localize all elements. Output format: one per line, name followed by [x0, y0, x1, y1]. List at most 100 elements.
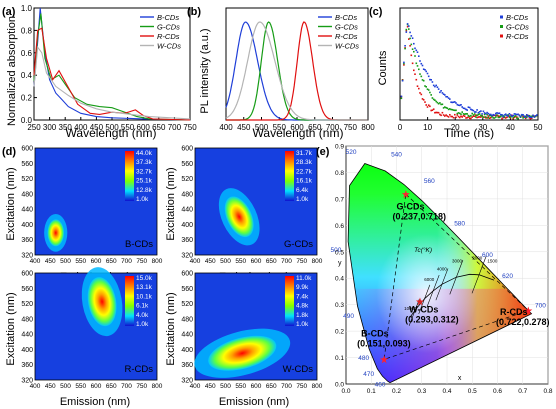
- panel-c-point: [532, 114, 534, 117]
- panel-d-r-cds-ytick-label: 440: [21, 332, 33, 339]
- panel-e-wavelength-label: 540: [391, 152, 402, 159]
- panel-b-legend-label: G-CDs: [335, 23, 358, 32]
- panel-d-b-cds-xtick-label: 500: [60, 258, 71, 265]
- panel-e-isotherm: [408, 299, 420, 326]
- panel-c-point: [416, 51, 419, 53]
- panel-c-point: [415, 62, 418, 65]
- panel-d-b-cds-colorbar-label: 37.3k: [136, 159, 153, 166]
- panel-c-legend-swatch: [500, 25, 503, 28]
- panel-c-point: [498, 116, 501, 119]
- panel-c-point: [467, 114, 470, 117]
- panel-c-point: [481, 115, 483, 117]
- panel-e-xtick-label: 0.5: [468, 388, 477, 395]
- panel-c-point: [419, 60, 421, 62]
- panel-c-point: [403, 61, 405, 64]
- panel-d-r-cds-xtick-label: 650: [106, 383, 117, 390]
- panel-c-point: [431, 97, 434, 99]
- panel-c-point: [480, 114, 482, 117]
- panel-c-point: [419, 73, 421, 75]
- panel-c-point: [498, 115, 501, 118]
- panel-c-point: [459, 116, 461, 119]
- panel-c-point: [499, 115, 502, 118]
- panel-c-point: [473, 111, 476, 113]
- panel-c-point: [504, 113, 507, 115]
- panel-d-g-cds-ytick-label: 480: [181, 191, 193, 198]
- panel-c-point: [492, 114, 495, 117]
- panel-c-point: [439, 91, 441, 94]
- panel-c-point: [465, 117, 467, 119]
- panel-a-xlabel: Wavelength (nm): [66, 126, 157, 140]
- panel-d-w-cds-colorbar: [285, 276, 294, 326]
- panel-e-ytick-label: 0.3: [335, 302, 344, 309]
- panel-c-point: [529, 115, 532, 118]
- panel-c-point: [419, 92, 421, 94]
- panel-d-g-cds-peak-core: [224, 196, 254, 238]
- panel-c-point: [476, 116, 478, 119]
- panel-e-wavelength-label: 480: [358, 355, 369, 362]
- panel-c-point: [414, 55, 416, 57]
- panel-d-w-cds-xtick-label: 400: [190, 383, 201, 390]
- panel-c-point: [508, 116, 511, 119]
- panel-a-xtick-label: 250: [27, 123, 41, 132]
- panel-d-b-cds-xtick-label: 650: [106, 258, 117, 265]
- panel-c-point: [405, 29, 408, 32]
- panel-b-xtick-label: 750: [344, 123, 358, 132]
- panel-d-r-cds-ytick-label: 320: [21, 378, 33, 385]
- panel-d-g-cds-ytick-label: 360: [181, 237, 193, 244]
- panel-c-point: [472, 114, 475, 116]
- panel-b-xtick-label: 550: [273, 123, 287, 132]
- panel-c-point: [516, 117, 518, 119]
- panel-a-xtick-label: 400: [74, 123, 88, 132]
- panel-c-xlabel: Time (ns): [444, 126, 494, 140]
- panel-c-point: [466, 116, 468, 119]
- panel-c-point: [424, 69, 426, 71]
- panel-e-point-b-cds: [380, 355, 389, 364]
- panel-c-point: [406, 23, 409, 25]
- panel-c-point: [425, 86, 427, 88]
- panel-d-b-cds-peak: [44, 213, 68, 252]
- panel-c-point: [526, 115, 528, 117]
- panel-d-xlabel-bottom: Emission (nm): [60, 396, 130, 408]
- panel-e-isotherm: [471, 256, 487, 294]
- panel-c-point: [497, 112, 500, 115]
- panel-c-point: [441, 111, 444, 114]
- panel-c-point: [436, 86, 439, 88]
- panel-e-wavelength-label: 600: [482, 252, 493, 259]
- panel-e-tc-label: Tc(°K): [414, 246, 432, 254]
- panel-c-point: [480, 116, 482, 118]
- panel-c-point: [468, 117, 471, 120]
- panel-e-ytick-label: 0.7: [335, 196, 344, 203]
- panel-d-w-cds-ytick-label: 520: [181, 301, 193, 308]
- panel-c-point: [445, 114, 447, 116]
- panel-c-point: [409, 45, 411, 47]
- panel-d-xlabel-bottom-right: Emission (nm): [219, 396, 289, 408]
- panel-c-point: [482, 116, 485, 118]
- panel-c-point: [410, 54, 413, 57]
- panel-c-point: [467, 106, 470, 108]
- panel-c-point: [513, 113, 516, 115]
- panel-c-point: [414, 47, 416, 50]
- panel-d-w-cds-ytick-label: 320: [181, 378, 193, 385]
- panel-d-r-cds-xtick-label: 750: [136, 383, 147, 390]
- panel-c-point: [413, 42, 415, 45]
- panel-b-letter: (b): [187, 6, 201, 18]
- panel-c-point: [426, 106, 429, 108]
- panel-d-w-cds-label: W-CDs: [283, 364, 314, 375]
- panel-d-g-cds-ytick-label: 560: [181, 161, 193, 168]
- panel-e-ytick-label: 0.0: [335, 382, 344, 389]
- panel-c-point: [511, 114, 513, 117]
- panel-c-point: [404, 47, 406, 50]
- panel-e-xtick-label: 0.8: [543, 388, 552, 395]
- panel-c-point: [436, 101, 439, 104]
- panel-c-point: [454, 101, 456, 103]
- panel-c-point: [471, 109, 473, 111]
- panel-b-xtick-label: 450: [237, 123, 251, 132]
- panel-c-point: [455, 116, 457, 119]
- panel-d-w-cds-xtick-label: 750: [296, 383, 307, 390]
- panel-c-point: [404, 45, 406, 47]
- panel-c-point: [482, 110, 485, 113]
- panel-c-point: [528, 114, 531, 117]
- panel-c-point: [477, 113, 480, 116]
- panel-c-point: [461, 106, 463, 108]
- panel-b-xtick-label: 700: [326, 123, 340, 132]
